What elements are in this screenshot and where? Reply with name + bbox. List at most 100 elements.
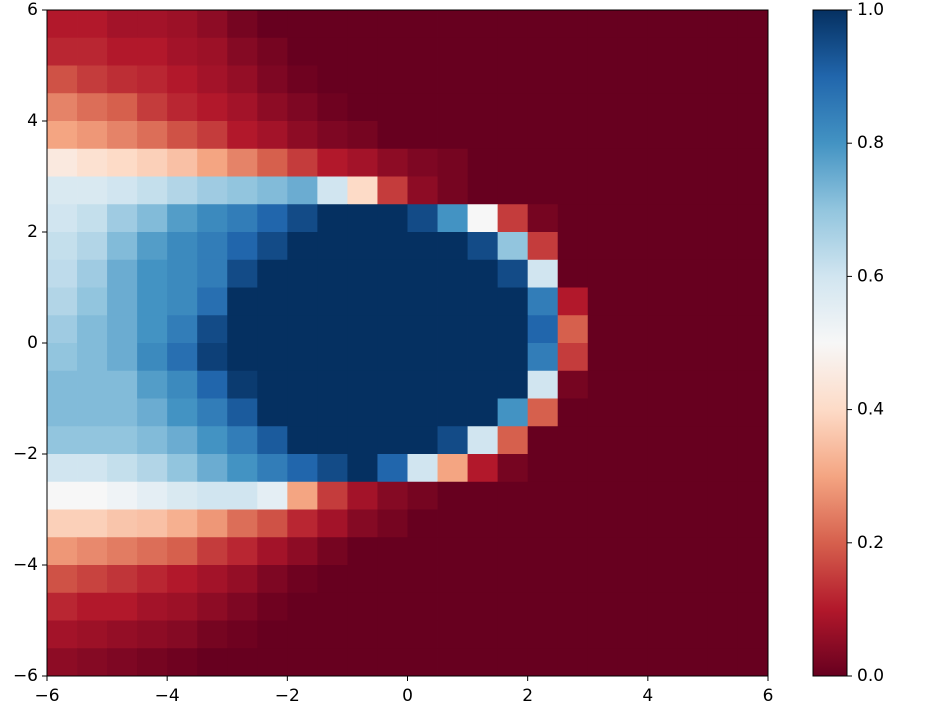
cell xyxy=(317,620,348,649)
cell xyxy=(707,370,739,399)
colorbar xyxy=(812,9,848,677)
cell xyxy=(377,648,408,677)
cell xyxy=(587,481,619,510)
cell xyxy=(467,565,499,594)
cell xyxy=(647,93,679,122)
cell xyxy=(287,620,318,649)
cell xyxy=(587,121,619,150)
cell xyxy=(77,121,108,150)
cell xyxy=(707,10,739,39)
cell xyxy=(317,370,348,399)
colorbar-tick-label: 0.8 xyxy=(857,133,884,153)
cell xyxy=(197,259,228,288)
cell xyxy=(137,259,168,288)
cell xyxy=(527,148,559,177)
cell xyxy=(617,537,649,566)
colorbar-tick-label: 1.0 xyxy=(857,0,884,20)
cell xyxy=(707,148,739,177)
cell xyxy=(707,204,739,233)
cell xyxy=(227,259,258,288)
cell xyxy=(737,176,769,205)
cell xyxy=(587,37,619,66)
cell xyxy=(47,426,78,455)
cell xyxy=(407,37,438,66)
cell xyxy=(137,537,168,566)
cell xyxy=(137,10,168,39)
cell xyxy=(407,93,438,122)
cell xyxy=(257,176,288,205)
cell xyxy=(317,287,348,316)
cell xyxy=(257,204,288,233)
cell xyxy=(377,370,408,399)
cell xyxy=(437,148,468,177)
cell xyxy=(737,398,769,427)
cell xyxy=(317,65,348,94)
cell xyxy=(467,259,499,288)
cell xyxy=(497,537,529,566)
cell xyxy=(647,343,679,372)
cell xyxy=(377,259,408,288)
cell xyxy=(527,343,559,372)
y-tick-label: 0 xyxy=(27,333,38,353)
cell xyxy=(737,232,769,261)
cell xyxy=(257,148,288,177)
cell xyxy=(467,37,499,66)
cell xyxy=(167,343,198,372)
cell xyxy=(137,65,168,94)
cell xyxy=(647,259,679,288)
cell xyxy=(167,620,198,649)
cell xyxy=(497,509,529,538)
cell xyxy=(677,259,709,288)
cell xyxy=(587,648,619,677)
cell xyxy=(587,176,619,205)
cell xyxy=(227,454,258,483)
cell xyxy=(77,565,108,594)
cell xyxy=(527,592,559,621)
cell xyxy=(227,37,258,66)
cell xyxy=(587,370,619,399)
cell xyxy=(377,65,408,94)
cell xyxy=(527,315,559,344)
cell xyxy=(437,259,468,288)
cell xyxy=(437,232,468,261)
cell xyxy=(287,121,318,150)
y-tick-label: −4 xyxy=(13,555,38,575)
cell xyxy=(707,592,739,621)
cell xyxy=(677,176,709,205)
cell xyxy=(137,648,168,677)
cell xyxy=(287,232,318,261)
cell xyxy=(47,481,78,510)
cell xyxy=(587,454,619,483)
cell xyxy=(47,93,78,122)
cell xyxy=(287,259,318,288)
cell xyxy=(617,620,649,649)
cell xyxy=(77,204,108,233)
cell xyxy=(317,426,348,455)
cell xyxy=(527,93,559,122)
cell xyxy=(527,10,559,39)
cell xyxy=(737,565,769,594)
cell xyxy=(557,454,589,483)
cell xyxy=(527,176,559,205)
colorbar-tick-label: 0.2 xyxy=(857,533,884,553)
cell xyxy=(467,93,499,122)
cell xyxy=(287,454,318,483)
cell xyxy=(707,259,739,288)
cell xyxy=(677,10,709,39)
cell xyxy=(107,232,138,261)
cell xyxy=(257,65,288,94)
cell xyxy=(347,176,378,205)
cell xyxy=(137,454,168,483)
cell xyxy=(227,232,258,261)
cell xyxy=(617,259,649,288)
cell xyxy=(47,65,78,94)
cell xyxy=(527,370,559,399)
cell xyxy=(737,37,769,66)
cell xyxy=(47,343,78,372)
y-tick-label: −2 xyxy=(13,444,38,464)
cell xyxy=(317,565,348,594)
cell xyxy=(77,537,108,566)
cell xyxy=(587,426,619,455)
cell xyxy=(107,121,138,150)
cell xyxy=(197,37,228,66)
